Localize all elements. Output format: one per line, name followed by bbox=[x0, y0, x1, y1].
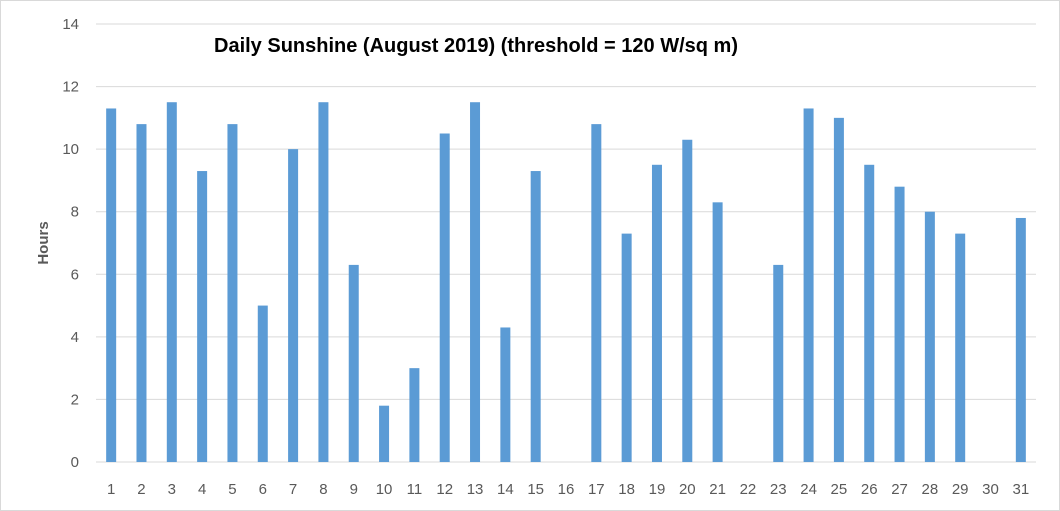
x-tick-label: 19 bbox=[649, 481, 666, 498]
bar-day-7 bbox=[288, 149, 299, 462]
x-tick-label: 29 bbox=[952, 481, 969, 498]
bar-day-5 bbox=[227, 124, 238, 462]
bar-day-29 bbox=[955, 233, 966, 462]
bar-day-2 bbox=[136, 124, 147, 462]
x-tick-label: 8 bbox=[319, 481, 327, 498]
y-tick-labels: 0 2 4 6 8 10 12 14 bbox=[62, 16, 79, 471]
bar-day-20 bbox=[682, 139, 693, 462]
bar-day-14 bbox=[500, 327, 511, 462]
bar-day-31 bbox=[1015, 217, 1026, 462]
gridlines bbox=[96, 23, 1036, 463]
bar-day-13 bbox=[470, 102, 481, 462]
bar-day-27 bbox=[894, 186, 905, 462]
x-tick-label: 11 bbox=[407, 481, 423, 498]
x-tick-label: 9 bbox=[350, 481, 358, 498]
y-tick-label: 10 bbox=[62, 141, 79, 158]
x-tick-label: 27 bbox=[891, 481, 908, 498]
x-tick-label: 17 bbox=[588, 481, 605, 498]
y-tick-label: 4 bbox=[71, 329, 79, 346]
bar-day-25 bbox=[833, 117, 844, 462]
x-tick-label: 25 bbox=[831, 481, 848, 498]
x-tick-label: 31 bbox=[1012, 481, 1029, 498]
x-tick-label: 2 bbox=[137, 481, 145, 498]
x-tick-label: 18 bbox=[618, 481, 635, 498]
bar-day-23 bbox=[773, 264, 784, 462]
bar-day-9 bbox=[348, 264, 359, 462]
x-tick-label: 12 bbox=[436, 481, 453, 498]
x-tick-label: 4 bbox=[198, 481, 206, 498]
x-tick-label: 7 bbox=[289, 481, 297, 498]
y-tick-label: 2 bbox=[71, 391, 79, 408]
bar-day-11 bbox=[409, 368, 420, 462]
y-tick-label: 14 bbox=[62, 16, 79, 33]
bar-day-17 bbox=[591, 124, 602, 462]
y-tick-label: 6 bbox=[71, 266, 79, 283]
x-tick-labels: 1 2 3 4 5 6 7 8 9 10 11 12 13 14 15 16 17 18 19 20 21 22 23 24 2… bbox=[107, 481, 1029, 498]
x-tick-label: 23 bbox=[770, 481, 787, 498]
x-tick-label: 1 bbox=[107, 481, 115, 498]
bar-day-15 bbox=[530, 171, 541, 463]
x-tick-label: 16 bbox=[558, 481, 575, 498]
x-tick-label: 3 bbox=[168, 481, 176, 498]
bar-day-8 bbox=[318, 102, 329, 462]
x-tick-label: 10 bbox=[376, 481, 393, 498]
bar-day-6 bbox=[257, 305, 268, 462]
chart-title: Daily Sunshine (August 2019) (threshold … bbox=[214, 35, 738, 57]
x-tick-label: 20 bbox=[679, 481, 696, 498]
bar-day-28 bbox=[924, 211, 935, 462]
x-tick-label: 21 bbox=[709, 481, 726, 498]
bar-day-1 bbox=[106, 108, 117, 462]
y-tick-label: 12 bbox=[62, 79, 79, 96]
x-tick-label: 6 bbox=[259, 481, 267, 498]
y-tick-label: 0 bbox=[71, 454, 79, 471]
x-tick-label: 15 bbox=[527, 481, 544, 498]
bar-day-19 bbox=[651, 164, 662, 463]
x-tick-label: 30 bbox=[982, 481, 999, 498]
x-tick-label: 5 bbox=[228, 481, 236, 498]
x-tick-label: 24 bbox=[800, 481, 817, 498]
x-tick-label: 13 bbox=[467, 481, 484, 498]
bar-day-21 bbox=[712, 202, 723, 463]
x-tick-label: 26 bbox=[861, 481, 878, 498]
bars bbox=[106, 102, 1026, 463]
bar-day-10 bbox=[379, 405, 390, 462]
x-tick-label: 28 bbox=[922, 481, 939, 498]
bar-day-24 bbox=[803, 108, 814, 462]
bar-day-18 bbox=[621, 233, 632, 462]
bar-day-26 bbox=[864, 164, 875, 463]
x-tick-label: 22 bbox=[740, 481, 757, 498]
bar-day-3 bbox=[166, 102, 177, 462]
y-tick-label: 8 bbox=[71, 204, 79, 221]
y-axis-title: Hours bbox=[35, 221, 52, 264]
bar-day-12 bbox=[439, 133, 450, 462]
x-tick-label: 14 bbox=[497, 481, 514, 498]
bar-day-4 bbox=[197, 171, 208, 463]
